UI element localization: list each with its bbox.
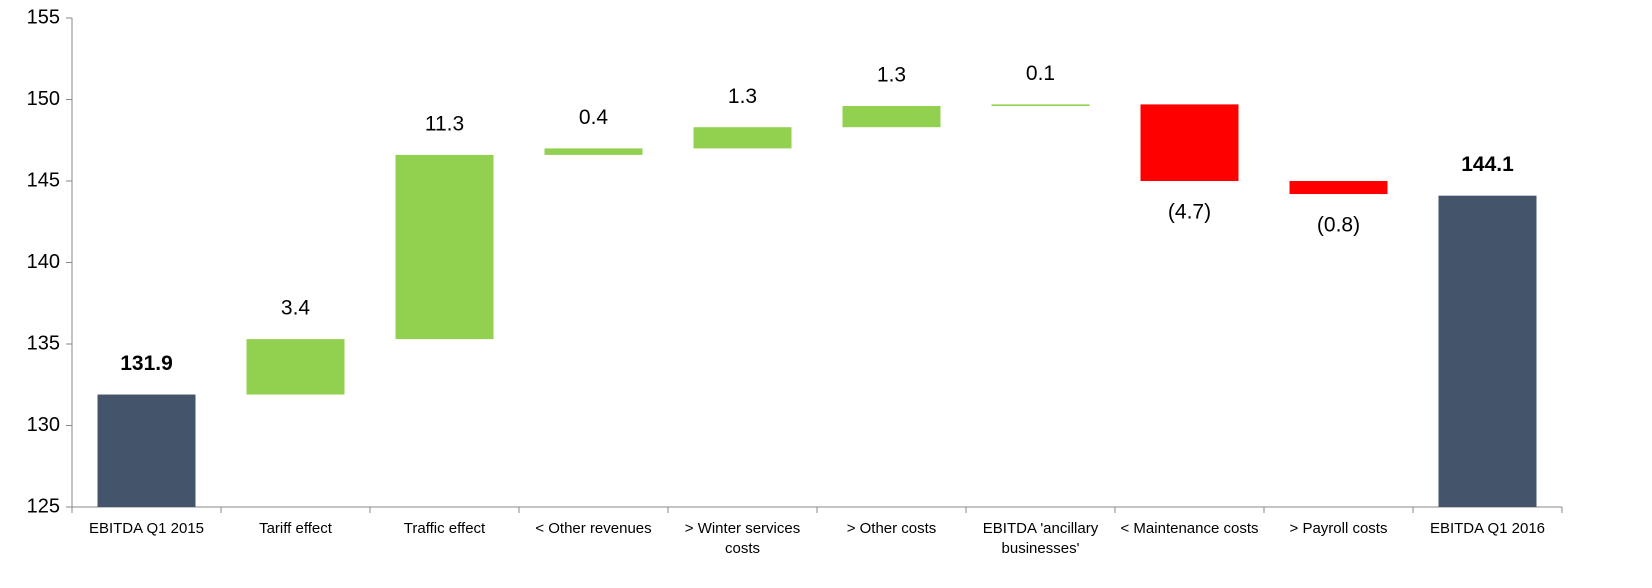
bar xyxy=(693,127,792,149)
data-label: (4.7) xyxy=(1168,201,1211,224)
data-label: 144.1 xyxy=(1461,153,1514,176)
x-tick-label: EBITDA 'ancillary businesses' xyxy=(982,520,1099,557)
bar xyxy=(544,148,643,155)
x-tick-label: Traffic effect xyxy=(403,520,486,537)
data-label: 1.3 xyxy=(877,64,906,87)
y-tick-label: 135 xyxy=(27,332,60,354)
bar xyxy=(1140,104,1239,181)
y-tick-label: 130 xyxy=(27,414,60,436)
bar xyxy=(991,104,1090,107)
x-tick-label: Tariff effect xyxy=(259,520,332,537)
bar xyxy=(246,339,345,395)
x-tick-label: > Other costs xyxy=(846,520,937,537)
data-label: 131.9 xyxy=(120,352,173,375)
data-label: 0.1 xyxy=(1026,62,1055,85)
y-tick-label: 145 xyxy=(27,169,60,191)
data-label: (0.8) xyxy=(1317,214,1360,237)
y-tick-label: 125 xyxy=(27,495,60,517)
bar xyxy=(1438,195,1537,508)
bar xyxy=(395,154,494,340)
y-tick-label: 155 xyxy=(27,6,60,28)
x-tick-label: EBITDA Q1 2016 xyxy=(1429,520,1546,537)
x-tick-label: < Other revenues xyxy=(535,520,652,537)
bar xyxy=(97,394,196,507)
bar xyxy=(1289,181,1388,195)
data-label: 11.3 xyxy=(425,112,464,135)
y-tick-label: 140 xyxy=(27,251,60,273)
x-tick-label: EBITDA Q1 2015 xyxy=(88,520,205,537)
bar xyxy=(842,106,941,128)
y-tick-label: 150 xyxy=(27,88,60,110)
x-tick-label: > Payroll costs xyxy=(1289,520,1388,537)
data-label: 3.4 xyxy=(281,297,311,320)
data-label: 1.3 xyxy=(728,85,757,108)
x-tick-label: < Maintenance costs xyxy=(1120,520,1259,537)
data-label: 0.4 xyxy=(579,106,609,129)
x-tick-label: > Winter services costs xyxy=(684,520,801,557)
